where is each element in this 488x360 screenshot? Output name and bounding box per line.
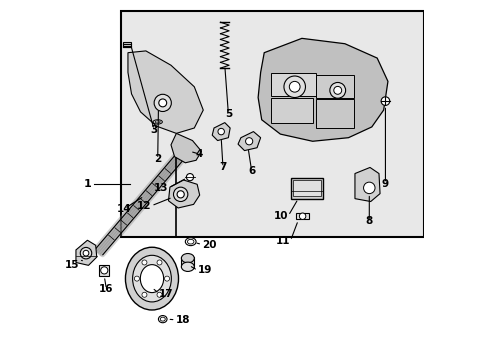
Text: 20: 20 bbox=[202, 239, 216, 249]
Polygon shape bbox=[354, 167, 379, 202]
Bar bbox=[296, 213, 308, 220]
Text: 9: 9 bbox=[381, 179, 388, 189]
Polygon shape bbox=[238, 132, 260, 150]
Ellipse shape bbox=[132, 255, 171, 302]
Text: 3: 3 bbox=[150, 125, 158, 135]
Ellipse shape bbox=[181, 262, 194, 271]
Circle shape bbox=[284, 76, 305, 98]
Circle shape bbox=[157, 260, 162, 265]
Bar bbox=[99, 265, 109, 276]
Circle shape bbox=[186, 174, 193, 181]
Circle shape bbox=[380, 97, 389, 105]
Circle shape bbox=[83, 250, 89, 256]
Circle shape bbox=[134, 276, 139, 281]
Circle shape bbox=[154, 94, 171, 112]
Circle shape bbox=[299, 213, 305, 220]
Text: 12: 12 bbox=[137, 201, 151, 211]
Circle shape bbox=[289, 81, 300, 92]
Bar bbox=[290, 178, 323, 199]
Text: 5: 5 bbox=[224, 109, 231, 119]
Circle shape bbox=[142, 292, 147, 297]
Circle shape bbox=[173, 187, 187, 202]
Text: 7: 7 bbox=[219, 162, 226, 172]
Polygon shape bbox=[171, 134, 201, 163]
Text: 8: 8 bbox=[365, 216, 372, 226]
Ellipse shape bbox=[125, 247, 178, 310]
Circle shape bbox=[159, 99, 166, 107]
Ellipse shape bbox=[160, 317, 165, 321]
Bar bbox=[271, 73, 316, 96]
Bar bbox=[121, 12, 423, 237]
Text: 4: 4 bbox=[196, 149, 203, 159]
Circle shape bbox=[80, 247, 92, 259]
Ellipse shape bbox=[187, 239, 194, 244]
Polygon shape bbox=[258, 39, 387, 141]
Text: 19: 19 bbox=[198, 265, 212, 275]
Text: 15: 15 bbox=[64, 260, 79, 270]
Circle shape bbox=[177, 191, 184, 198]
Circle shape bbox=[218, 129, 224, 135]
Circle shape bbox=[157, 292, 162, 297]
Ellipse shape bbox=[153, 120, 162, 124]
Bar bbox=[293, 180, 321, 197]
Circle shape bbox=[142, 260, 147, 265]
Text: 14: 14 bbox=[117, 204, 131, 214]
Ellipse shape bbox=[185, 238, 196, 246]
Circle shape bbox=[101, 267, 108, 274]
Text: 13: 13 bbox=[154, 183, 168, 193]
Text: 16: 16 bbox=[99, 284, 113, 294]
Polygon shape bbox=[168, 180, 199, 208]
Text: 1: 1 bbox=[83, 179, 91, 189]
Text: 6: 6 bbox=[247, 166, 255, 176]
Bar bbox=[316, 99, 353, 128]
Bar bbox=[316, 75, 353, 98]
Text: 10: 10 bbox=[273, 211, 287, 221]
Text: 17: 17 bbox=[159, 289, 173, 299]
Circle shape bbox=[333, 86, 341, 94]
Polygon shape bbox=[128, 51, 203, 134]
Ellipse shape bbox=[158, 316, 167, 323]
Bar bbox=[271, 98, 312, 123]
Text: 2: 2 bbox=[154, 154, 161, 164]
Polygon shape bbox=[212, 123, 230, 140]
Text: 18: 18 bbox=[175, 315, 190, 325]
Ellipse shape bbox=[140, 265, 163, 293]
Ellipse shape bbox=[181, 253, 194, 263]
Circle shape bbox=[164, 276, 169, 281]
Circle shape bbox=[329, 82, 345, 98]
Circle shape bbox=[245, 138, 252, 145]
Text: 11: 11 bbox=[275, 236, 290, 246]
Ellipse shape bbox=[155, 121, 160, 123]
Bar bbox=[181, 257, 194, 267]
Polygon shape bbox=[76, 240, 97, 265]
Circle shape bbox=[363, 182, 374, 194]
Bar bbox=[123, 41, 131, 47]
